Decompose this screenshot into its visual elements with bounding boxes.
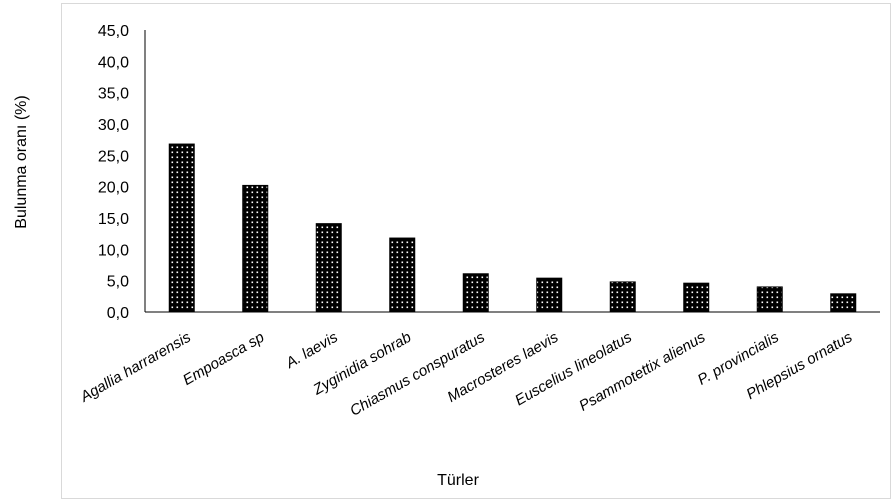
x-category-label: Empoasca sp xyxy=(180,329,267,389)
y-axis-ticks: 0,0 5,0 10,0 15,0 20,0 25,0 30,0 35,0 40,0 45,0 xyxy=(98,23,129,322)
bar xyxy=(683,282,710,313)
y-tick-label: 20,0 xyxy=(98,180,129,197)
x-category-label: Chiasmus conspuratus xyxy=(347,328,488,419)
y-tick-label: 0,0 xyxy=(107,305,129,322)
y-axis-title: Bulunma oranı (%) xyxy=(13,95,30,228)
y-tick-label: 45,0 xyxy=(98,23,129,40)
bar xyxy=(830,293,857,313)
x-axis-title: Türler xyxy=(437,472,479,489)
y-tick-label: 40,0 xyxy=(98,54,129,71)
bar xyxy=(756,286,783,313)
bar xyxy=(315,223,342,313)
bars-group xyxy=(168,143,857,313)
x-category-label: Psammotettix alienus xyxy=(576,328,708,414)
bar xyxy=(536,277,563,313)
bar xyxy=(609,281,636,313)
bar xyxy=(389,237,416,313)
bar xyxy=(242,184,269,313)
bar xyxy=(462,273,489,313)
y-tick-label: 35,0 xyxy=(98,86,129,103)
y-tick-label: 25,0 xyxy=(98,148,129,165)
y-tick-label: 10,0 xyxy=(98,242,129,259)
x-category-label: Agallia harrarensis xyxy=(77,328,194,406)
y-tick-label: 15,0 xyxy=(98,211,129,228)
bar xyxy=(168,143,195,313)
x-category-label: A. laevis xyxy=(282,328,341,372)
y-tick-label: 5,0 xyxy=(107,274,129,291)
y-tick-label: 30,0 xyxy=(98,117,129,134)
chart-frame xyxy=(61,3,891,499)
